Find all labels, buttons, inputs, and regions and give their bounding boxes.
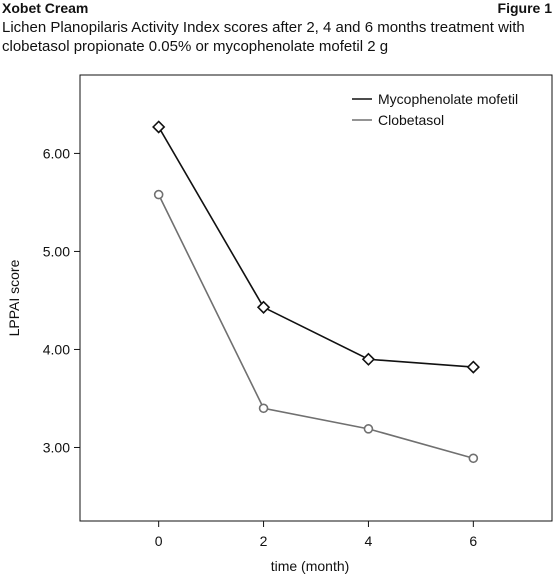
legend-label-1: Clobetasol [378,112,444,128]
y-tick-label-1: 4.00 [43,341,70,357]
caption-line-2: clobetasol propionate 0.05% or mycopheno… [2,38,389,55]
y-tick-label-2: 5.00 [43,243,70,259]
x-tick-label-0: 0 [155,533,163,549]
series-line-0 [157,126,474,368]
plot-frame [79,74,553,522]
y-tick-label-3: 6.00 [43,145,70,161]
series-1-point-3 [468,453,479,464]
x-tick-label-1: 2 [260,533,268,549]
x-tick-label-2: 4 [365,533,373,549]
y-axis-label: LPPAI score [6,259,22,336]
product-title: Xobet Cream [2,0,89,16]
y-axis: 3.00 4.00 5.00 6.00 [43,145,80,455]
series-1-point-0 [153,189,164,200]
legend-label-0: Mycophenolate mofetil [378,91,518,107]
y-tick-label-0: 3.00 [43,439,70,455]
figure-caption: Lichen Planopilaris Activity Index score… [2,18,542,56]
series-line-1 [157,194,474,460]
series-layer [152,120,480,464]
x-axis: 0 2 4 6 [155,521,477,549]
x-tick-label-3: 6 [469,533,477,549]
x-axis-label: time (month) [271,558,350,574]
series-0-point-2 [361,352,376,366]
series-0-point-3 [466,360,480,374]
series-0-point-1 [256,300,271,314]
series-1-point-1 [258,403,269,414]
legend: Mycophenolate mofetil Clobetasol [352,91,518,128]
series-0-point-0 [152,120,166,134]
figure-label: Figure 1 [497,0,552,16]
series-1-point-2 [363,424,374,434]
caption-line-1: Lichen Planopilaris Activity Index score… [2,19,525,36]
